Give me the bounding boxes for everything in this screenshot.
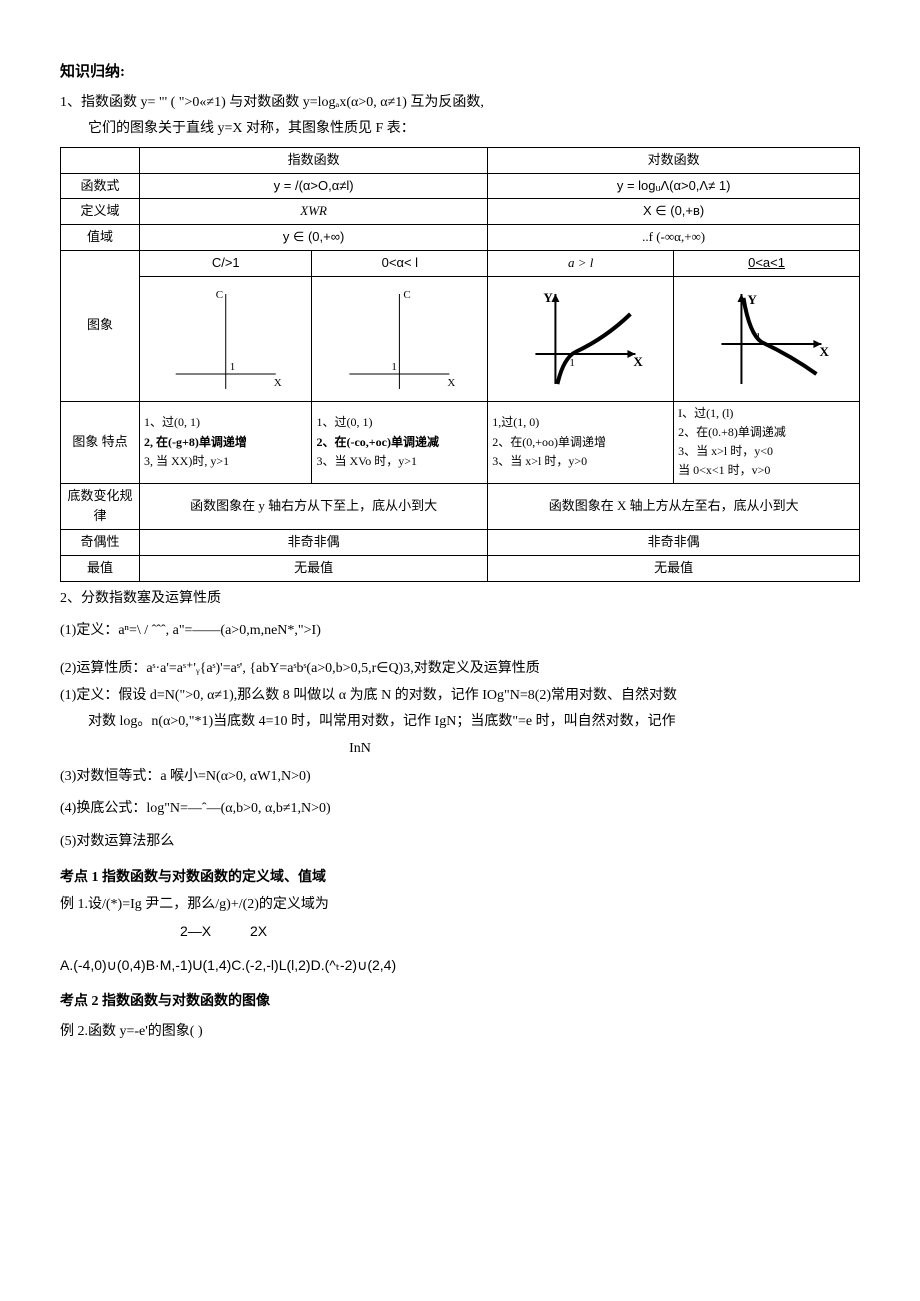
svg-text:Y: Y [748, 292, 758, 307]
row-graph-label: 图象 [61, 250, 140, 401]
frac-ops: (2)运算性质：aˢ·a'=aˢ⁺'ᵧ{aˢ)'=aˢ', {abY=aˢbˢ(… [60, 658, 860, 680]
extreme-log: 无最值 [488, 555, 860, 581]
feat-exp-gt1-1: 1、过(0, 1) [144, 413, 307, 432]
row-base-label: 底数变化规律 [61, 483, 140, 530]
func-log: y = logᵤΛ(α>0,Λ≠ 1) [488, 173, 860, 199]
feat-exp-lt1: 1、过(0, 1) 2、在(-co,+oc)单调递减 3、当 XVo 时，y>1 [312, 401, 488, 483]
range-log: ..f (-∞α,+∞) [488, 225, 860, 251]
feat-exp-lt1-3: 3、当 XVo 时，y>1 [316, 452, 483, 471]
kp1-frac: 2—X 2X [180, 920, 860, 942]
parity-exp: 非奇非偶 [140, 530, 488, 556]
log-graph-gt1: X Y 1 [488, 276, 674, 401]
row-extreme-label: 最值 [61, 555, 140, 581]
log-id: (3)对数恒等式：a 喉小=N(α>0, αW1,N>0) [60, 766, 860, 788]
svg-text:1: 1 [570, 357, 576, 369]
svg-text:Y: Y [544, 290, 554, 305]
log-def1: (1)定义：假设 d=N(">0, α≠1),那么数 8 叫做以 α 为底 N … [60, 685, 860, 707]
feat-log-gt1-1: 1,过(1, 0) [492, 413, 669, 432]
log-def2: 对数 log。n(α>0,"*1)当底数 4=10 时，叫常用对数，记作 IgN… [60, 711, 860, 733]
feat-log-lt1-3: 3、当 x>l 时，y<0 [678, 442, 855, 461]
extreme-exp: 无最值 [140, 555, 488, 581]
intro-line-2: 它们的图象关于直线 y=X 对称，其图象性质见 F 表： [60, 118, 860, 140]
parity-log: 非奇非偶 [488, 530, 860, 556]
row-func-label: 函数式 [61, 173, 140, 199]
exp-a-gt1-label: C/>1 [140, 250, 312, 276]
func-exp: y = /(α>O,α≠l) [140, 173, 488, 199]
feat-exp-gt1: 1、过(0, 1) 2, 在(-g+8)单调递增 3, 当 XX)时, y>1 [140, 401, 312, 483]
feat-log-gt1-3: 3、当 x>l 时，y>0 [492, 452, 669, 471]
intro-line-1: 1、指数函数 y= "' ( ">0«≠1) 与对数函数 y=logₐx(α>0… [60, 92, 860, 114]
feat-log-lt1-4: 当 0<x<1 时，v>0 [678, 461, 855, 480]
row-feat-label: 图象 特点 [61, 401, 140, 483]
svg-text:X: X [634, 354, 644, 369]
frac-heading: 2、分数指数塞及运算性质 [60, 588, 860, 610]
kp1-choices: A.(-4,0)∪(0,4)B·M,-1)U(1,4)C.(-2,-l)L(l,… [60, 954, 860, 976]
row-domain-label: 定义域 [61, 199, 140, 225]
feat-log-lt1-1: I、过(1, (l) [678, 404, 855, 423]
log-a-lt1-label: 0<a<1 [674, 250, 860, 276]
kp1-title: 考点 1 指数函数与对数函数的定义域、值域 [60, 867, 860, 889]
col-exp-title: 指数函数 [140, 147, 488, 173]
svg-text:1: 1 [392, 361, 398, 373]
kp2-title: 考点 2 指数函数与对数函数的图像 [60, 991, 860, 1013]
kp2-ex: 例 2.函数 y=-e'的图象( ) [60, 1021, 860, 1043]
svg-text:1: 1 [756, 331, 762, 343]
feat-log-gt1-2: 2、在(0,+oo)单调递增 [492, 433, 669, 452]
feat-exp-gt1-2: 2, 在(-g+8)单调递增 [144, 433, 307, 452]
svg-text:C: C [404, 289, 411, 301]
log-rules: (5)对数运算法那么 [60, 831, 860, 853]
comparison-table: 指数函数 对数函数 函数式 y = /(α>O,α≠l) y = logᵤΛ(α… [60, 147, 860, 582]
svg-text:X: X [820, 344, 830, 359]
exp-graph-lt1: X C 1 [312, 276, 488, 401]
log-def2b: InN [0, 738, 860, 760]
svg-text:X: X [448, 377, 456, 389]
svg-text:X: X [274, 377, 282, 389]
log-change: (4)换底公式：log"N=—ˆ—(α,b>0, α,b≠1,N>0) [60, 798, 860, 820]
feat-exp-gt1-3: 3, 当 XX)时, y>1 [144, 452, 307, 471]
row-parity-label: 奇偶性 [61, 530, 140, 556]
col-log-title: 对数函数 [488, 147, 860, 173]
row-range-label: 值域 [61, 225, 140, 251]
exp-a-lt1-label: 0<α< l [312, 250, 488, 276]
feat-exp-lt1-1: 1、过(0, 1) [316, 413, 483, 432]
base-exp: 函数图象在 y 轴右方从下至上，底从小到大 [140, 483, 488, 530]
kp1-ex: 例 1.设/(*)=Ig 尹二，那么/g)+/(2)的定义域为 [60, 894, 860, 916]
feat-log-lt1-2: 2、在(0.+8)单调递减 [678, 423, 855, 442]
exp-graph-gt1: X C 1 [140, 276, 312, 401]
log-graph-lt1: X Y 1 [674, 276, 860, 401]
base-log: 函数图象在 X 轴上方从左至右，底从小到大 [488, 483, 860, 530]
domain-log: X ∈ (0,+в) [488, 199, 860, 225]
svg-text:1: 1 [230, 361, 236, 373]
section-heading: 知识归纳: [60, 60, 860, 84]
feat-log-gt1: 1,过(1, 0) 2、在(0,+oo)单调递增 3、当 x>l 时，y>0 [488, 401, 674, 483]
log-a-gt1-label: a > l [488, 250, 674, 276]
blank-cell [61, 147, 140, 173]
frac-def: (1)定义：aⁿ=\ / ˆˆˆ, a"=——(a>0,m,neN*,">I) [60, 620, 860, 642]
range-exp: y ∈ (0,+∞) [140, 225, 488, 251]
domain-exp: XWR [140, 199, 488, 225]
feat-exp-lt1-2: 2、在(-co,+oc)单调递减 [316, 433, 483, 452]
feat-log-lt1: I、过(1, (l) 2、在(0.+8)单调递减 3、当 x>l 时，y<0 当… [674, 401, 860, 483]
svg-text:C: C [216, 289, 223, 301]
